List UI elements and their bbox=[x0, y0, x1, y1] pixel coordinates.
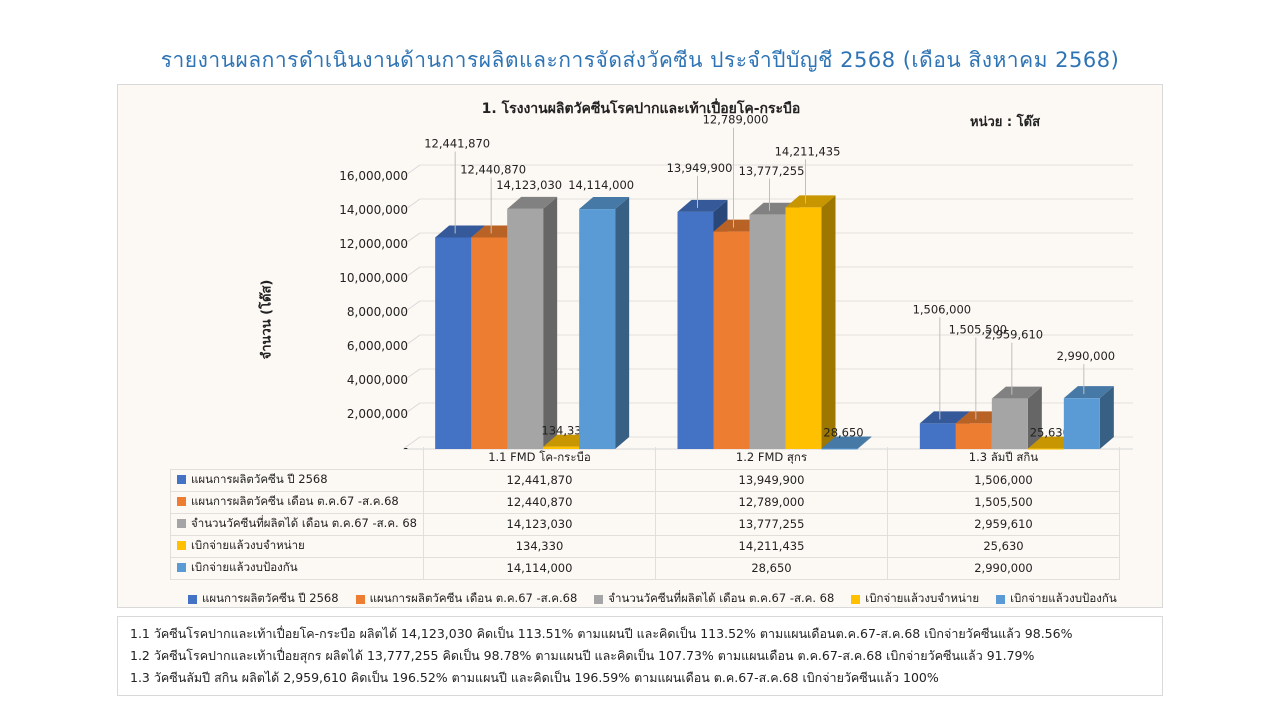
table-cell: 14,123,030 bbox=[422, 512, 656, 536]
legend-item: แผนการผลิตวัคซีน เดือน ต.ค.67 -ส.ค.68 bbox=[355, 590, 577, 608]
table-row: จำนวนวัคซีนที่ผลิตได้ เดือน ต.ค.67 -ส.ค.… bbox=[170, 512, 1120, 536]
table-cell: 25,630 bbox=[886, 534, 1120, 558]
legend-item: เบิกจ่ายแล้วงบจำหน่าย bbox=[851, 590, 979, 608]
y-tick-label: - bbox=[403, 441, 408, 455]
bar bbox=[507, 196, 558, 449]
bar-value-label: 13,949,900 bbox=[667, 161, 733, 175]
table-header-cell: 1.3 ลัมปี สกิน bbox=[886, 447, 1120, 470]
row-label: จำนวนวัคซีนที่ผลิตได้ เดือน ต.ค.67 -ส.ค.… bbox=[191, 516, 417, 530]
legend-item: จำนวนวัคซีนที่ผลิตได้ เดือน ต.ค.67 -ส.ค.… bbox=[594, 590, 834, 608]
unit-label: หน่วย : โด๊ส bbox=[970, 115, 1040, 130]
table-cell: 13,777,255 bbox=[654, 512, 888, 536]
bar-value-label: 12,440,870 bbox=[460, 163, 526, 177]
legend-swatch-icon bbox=[177, 563, 186, 572]
table-cell: 12,440,870 bbox=[422, 490, 656, 514]
table-cell: 12,789,000 bbox=[654, 490, 888, 514]
table-row: เบิกจ่ายแล้วงบป้องกัน 14,114,000 28,650 … bbox=[170, 556, 1120, 580]
legend-swatch-icon bbox=[177, 497, 186, 506]
row-label: เบิกจ่ายแล้วงบป้องกัน bbox=[191, 560, 298, 574]
bar-value-label: 14,123,030 bbox=[496, 178, 562, 192]
table-cell: 2,990,000 bbox=[886, 556, 1120, 580]
table-header-cell: 1.1 FMD โค-กระบือ bbox=[422, 447, 656, 470]
y-tick-label: 6,000,000 bbox=[346, 339, 408, 353]
y-tick-label: 16,000,000 bbox=[339, 169, 408, 183]
y-tick-label: 4,000,000 bbox=[346, 373, 408, 387]
table-row: แผนการผลิตวัคซีน ปี 2568 12,441,870 13,9… bbox=[170, 468, 1120, 492]
table-cell: 134,330 bbox=[422, 534, 656, 558]
legend-swatch-icon bbox=[996, 594, 1006, 604]
legend-swatch-icon bbox=[177, 475, 186, 484]
legend-item: แผนการผลิตวัคซีน ปี 2568 bbox=[188, 590, 339, 608]
y-axis-label: จำนวน (โด๊ส) bbox=[259, 279, 275, 360]
table-row: เบิกจ่ายแล้วงบจำหน่าย 134,330 14,211,435… bbox=[170, 534, 1120, 558]
bar-value-label: 14,114,000 bbox=[568, 178, 634, 192]
legend-item: เบิกจ่ายแล้วงบป้องกัน bbox=[996, 590, 1117, 608]
table-row: แผนการผลิตวัคซีน เดือน ต.ค.67 -ส.ค.68 12… bbox=[170, 490, 1120, 514]
legend-swatch-icon bbox=[177, 519, 186, 528]
y-tick-label: 8,000,000 bbox=[346, 305, 408, 319]
table-cell: 2,959,610 bbox=[886, 512, 1120, 536]
y-tick-label: 12,000,000 bbox=[339, 237, 408, 251]
bar-value-label: 2,959,610 bbox=[985, 328, 1044, 342]
note-line: 1.1 วัคซีนโรคปากและเท้าเปื่อยโค-กระบือ ผ… bbox=[130, 626, 1073, 641]
legend-swatch-icon bbox=[177, 541, 186, 550]
bar-value-label: 28,650 bbox=[823, 426, 863, 440]
row-label: แผนการผลิตวัคซีน เดือน ต.ค.67 -ส.ค.68 bbox=[191, 494, 399, 508]
bar-value-label: 1,505,500 bbox=[949, 322, 1008, 336]
table-header-row: 1.1 FMD โค-กระบือ 1.2 FMD สุกร 1.3 ลัมปี… bbox=[171, 447, 1120, 470]
legend-swatch-icon bbox=[188, 594, 197, 604]
table-cell: 12,441,870 bbox=[422, 468, 656, 492]
y-axis-ticks: - 2,000,000 4,000,000 6,000,000 8,000,000 10,… bbox=[288, 85, 408, 609]
y-tick-label: 14,000,000 bbox=[339, 203, 408, 217]
table-cell: 14,114,000 bbox=[422, 556, 656, 580]
page-title: รายงานผลการดำเนินงานด้านการผลิตและการจัด… bbox=[160, 48, 1120, 72]
row-label: แผนการผลิตวัคซีน ปี 2568 bbox=[191, 472, 328, 486]
chart-legend: แผนการผลิตวัคซีน ปี 2568 แผนการผลิตวัคซี… bbox=[188, 590, 1117, 608]
table-cell: 14,211,435 bbox=[654, 534, 888, 558]
bar bbox=[991, 386, 1042, 449]
legend-swatch-icon bbox=[851, 594, 861, 604]
bar bbox=[1063, 386, 1114, 449]
note-line: 1.2 วัคซีนโรคปากและเท้าเปื่อยสุกร ผลิตได… bbox=[130, 648, 1035, 663]
table-cell: 13,949,900 bbox=[654, 468, 888, 492]
legend-swatch-icon bbox=[594, 594, 604, 604]
bar-value-label: 12,441,870 bbox=[424, 136, 490, 150]
chart-panel: 12,441,870 12,440,870 14,123,030 134,330 14,… bbox=[117, 84, 1163, 608]
bar-value-label: 12,789,000 bbox=[703, 113, 769, 127]
y-tick-label: 2,000,000 bbox=[346, 407, 408, 421]
table-cell: 1,505,500 bbox=[886, 490, 1120, 514]
y-tick-label: 10,000,000 bbox=[339, 271, 408, 285]
table-header-cell: 1.2 FMD สุกร bbox=[654, 447, 888, 470]
bar-value-label: 14,211,435 bbox=[775, 144, 841, 158]
bar-value-label: 134,330 bbox=[541, 424, 589, 438]
chart-title: 1. โรงงานผลิตวัคซีนโรคปากและเท้าเปื่อยโค… bbox=[481, 101, 801, 117]
summary-notes: 1.1 วัคซีนโรคปากและเท้าเปื่อยโค-กระบือ ผ… bbox=[117, 616, 1163, 696]
bar bbox=[579, 197, 630, 449]
data-table: 1.1 FMD โค-กระบือ 1.2 FMD สุกร 1.3 ลัมปี… bbox=[170, 447, 1120, 580]
bar bbox=[785, 195, 836, 449]
row-label: เบิกจ่ายแล้วงบจำหน่าย bbox=[191, 538, 305, 552]
bar-value-label: 2,990,000 bbox=[1057, 349, 1116, 363]
table-cell: 28,650 bbox=[654, 556, 888, 580]
bar-value-label: 25,630 bbox=[1030, 426, 1070, 440]
legend-swatch-icon bbox=[355, 594, 365, 604]
note-line: 1.3 วัคซีนลัมปี สกิน ผลิตได้ 2,959,610 ค… bbox=[130, 670, 939, 685]
table-cell: 1,506,000 bbox=[886, 468, 1120, 492]
bar-value-label: 13,777,255 bbox=[739, 164, 805, 178]
bar-value-label: 1,506,000 bbox=[913, 302, 972, 316]
